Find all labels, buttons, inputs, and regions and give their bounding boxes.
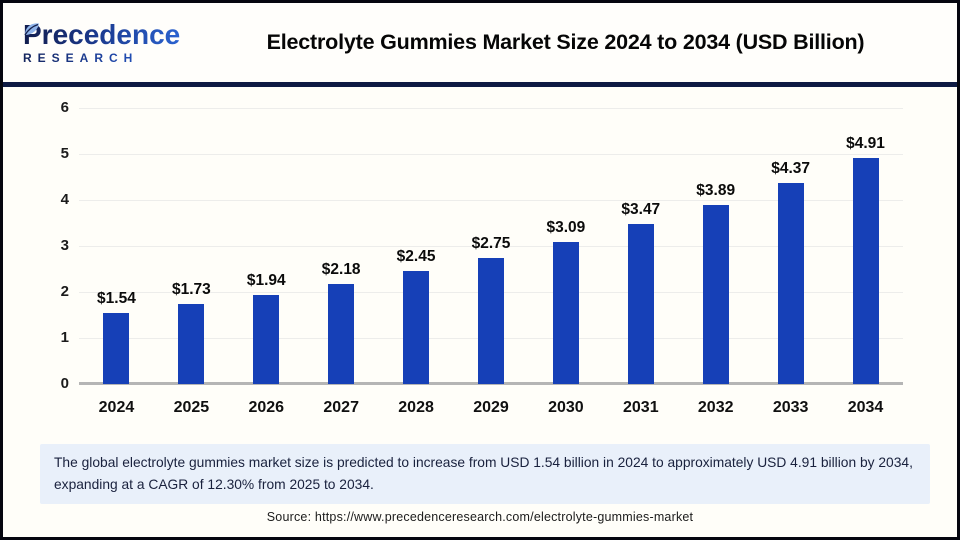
gridline-3 (79, 245, 903, 247)
bar-group-2026: $1.94 (229, 108, 304, 384)
y-axis-tick-3: 3 (60, 237, 69, 254)
y-axis-tick-4: 4 (60, 191, 69, 208)
y-axis-tick-1: 1 (60, 329, 69, 346)
bar-chart: 0 1 2 3 4 5 6 $1.54 $1.73 $1.94 $2.18 $2.45 $2.75 $3… (3, 87, 957, 437)
y-axis-tick-2: 2 (60, 283, 69, 300)
x-axis-label-2025: 2025 (173, 399, 210, 416)
header: Precedence RESEARCH Electrolyte Gummies … (3, 3, 957, 82)
data-label-2027: $2.18 (321, 260, 361, 278)
bar-2025 (178, 304, 205, 384)
bar-group-2030: $3.09 (528, 108, 603, 384)
y-axis-tick-6: 6 (60, 99, 69, 116)
bar-group-2029: $2.75 (454, 108, 529, 384)
data-label-2030: $3.09 (546, 218, 586, 236)
bar-group-2028: $2.45 (379, 108, 454, 384)
data-label-2031: $3.47 (621, 201, 661, 219)
x-axis-label-2031: 2031 (623, 399, 659, 416)
bar-2028 (403, 271, 430, 384)
bars-row: $1.54 $1.73 $1.94 $2.18 $2.45 $2.75 $3.09 $3.47… (79, 108, 903, 384)
logo-name: Precedence (23, 19, 181, 50)
data-label-2025: $1.73 (171, 281, 211, 299)
x-axis-label-2029: 2029 (473, 399, 509, 416)
bar-2027 (328, 283, 355, 384)
bar-group-2032: $3.89 (678, 108, 753, 384)
bar-group-2027: $2.18 (304, 108, 379, 384)
leaf-icon (24, 14, 40, 42)
data-label-2029: $2.75 (471, 234, 511, 252)
y-axis: 0 1 2 3 4 5 6 (37, 99, 69, 392)
x-axis-label-2027: 2027 (323, 399, 359, 416)
gridline-4 (79, 199, 903, 201)
bar-2032 (702, 205, 729, 384)
data-label-2024: $1.54 (97, 290, 136, 308)
source-line: Source: https://www.precedenceresearch.c… (266, 510, 694, 524)
x-axis-label-2028: 2028 (398, 399, 434, 416)
x-axis-label-2033: 2033 (772, 399, 809, 416)
precedence-research-logo: Precedence RESEARCH (3, 21, 188, 64)
logo-subname: RESEARCH (23, 52, 188, 64)
x-axis-label-2032: 2032 (697, 399, 734, 416)
summary-note: The global electrolyte gummies market si… (40, 444, 930, 504)
data-label-2033: $4.37 (771, 159, 810, 177)
gridline-5 (79, 153, 903, 155)
bar-2031 (627, 224, 654, 384)
bar-2029 (477, 257, 504, 384)
bar-2024 (103, 313, 130, 384)
x-axis-label-2034: 2034 (847, 399, 884, 416)
logo-wordmark: Precedence (23, 21, 188, 49)
bar-2033 (777, 182, 804, 384)
x-axis-label-2026: 2026 (248, 399, 285, 416)
bar-2030 (552, 241, 579, 384)
bar-group-2033: $4.37 (753, 108, 828, 384)
bar-2026 (253, 294, 280, 384)
data-label-2026: $1.94 (246, 271, 286, 289)
summary-text: The global electrolyte gummies market si… (54, 455, 913, 492)
bar-group-2024: $1.54 (79, 108, 154, 384)
bar-group-2031: $3.47 (603, 108, 678, 384)
y-axis-tick-0: 0 (60, 375, 69, 392)
title-wrap: Electrolyte Gummies Market Size 2024 to … (188, 30, 957, 55)
plot-area: $1.54 $1.73 $1.94 $2.18 $2.45 $2.75 $3.09 $3.47… (79, 107, 903, 385)
data-label-2032: $3.89 (696, 182, 736, 200)
gridline-6 (79, 107, 903, 109)
header-divider (3, 82, 957, 87)
x-axis-label-2030: 2030 (548, 399, 584, 416)
y-axis-tick-5: 5 (60, 145, 69, 162)
data-label-2034: $4.91 (846, 135, 885, 153)
x-axis-label-2024: 2024 (98, 399, 135, 416)
bar-group-2025: $1.73 (154, 108, 229, 384)
bar-2034 (852, 158, 879, 384)
page-title: Electrolyte Gummies Market Size 2024 to … (266, 30, 865, 54)
data-label-2028: $2.45 (396, 248, 436, 266)
x-axis-labels: 2024 2025 2026 2027 2028 2029 2030 2031 2032 2033… (79, 399, 903, 417)
bar-group-2034: $4.91 (828, 108, 903, 384)
